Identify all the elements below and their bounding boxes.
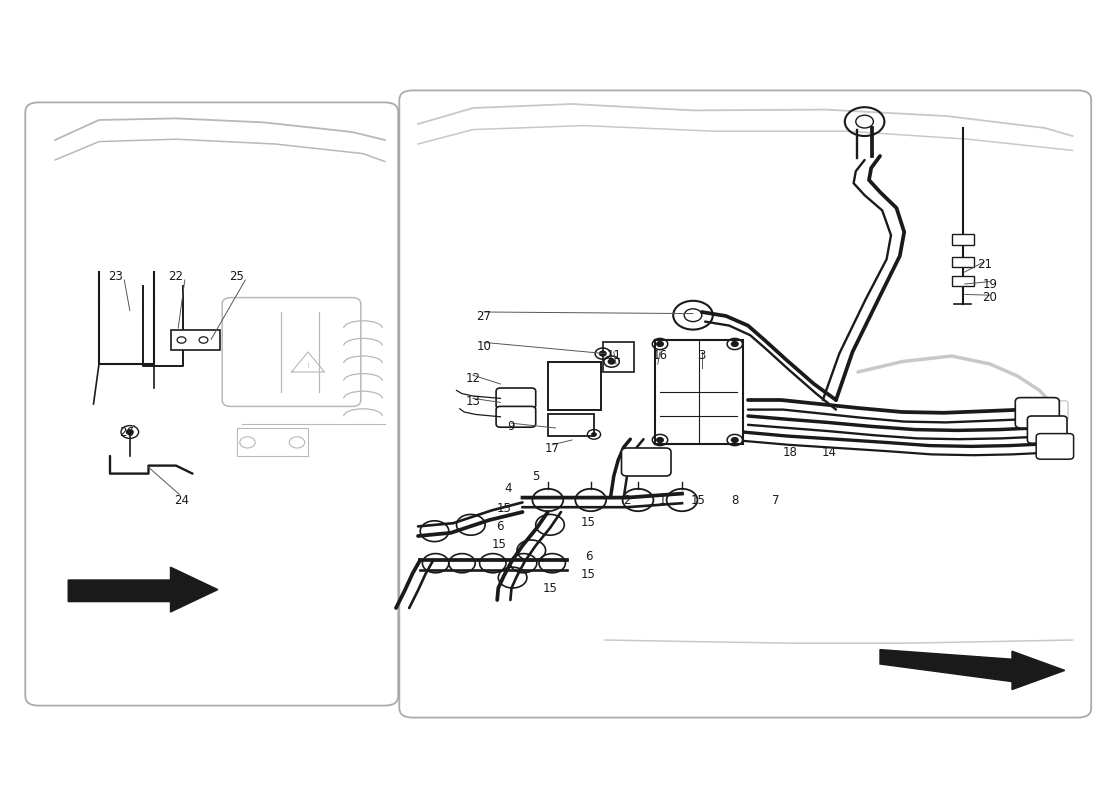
FancyBboxPatch shape [1015,398,1059,428]
Circle shape [592,433,596,436]
Polygon shape [68,567,218,612]
Text: 7: 7 [772,494,779,506]
Text: eurospares: eurospares [592,193,794,223]
Polygon shape [880,650,1065,690]
Text: 3: 3 [698,350,705,362]
Text: 20: 20 [982,291,998,304]
Text: 8: 8 [732,494,738,506]
Bar [236,428,308,456]
Text: 13: 13 [465,395,481,408]
Text: 22: 22 [168,270,184,282]
Text: 24: 24 [174,494,189,506]
Text: 25: 25 [229,270,244,282]
FancyBboxPatch shape [496,388,536,409]
Bar [548,362,601,410]
Text: 19: 19 [982,278,998,290]
Text: 15: 15 [542,582,558,594]
Text: 14: 14 [822,446,837,458]
Text: 17: 17 [544,442,560,454]
Circle shape [732,438,738,442]
Text: 15: 15 [691,494,706,506]
Bar [952,276,974,286]
Text: 11: 11 [606,350,621,362]
Text: 23: 23 [108,270,123,282]
Circle shape [732,342,738,346]
Text: 2: 2 [624,494,630,506]
Circle shape [608,359,615,364]
Bar [603,342,634,372]
Text: eurospares: eurospares [102,529,305,559]
Bar [548,414,594,436]
Text: !: ! [307,362,309,369]
Circle shape [657,342,663,346]
Text: 4: 4 [505,482,512,494]
Text: 1: 1 [659,494,666,506]
Bar [952,257,974,267]
FancyBboxPatch shape [621,448,671,476]
FancyBboxPatch shape [399,90,1091,718]
FancyBboxPatch shape [1036,434,1074,459]
Bar [654,340,743,444]
Text: 21: 21 [977,258,992,270]
Bar [170,330,220,350]
Text: 15: 15 [581,568,596,581]
Text: 9: 9 [508,420,515,433]
Text: 15: 15 [492,538,507,551]
Text: eurospares: eurospares [592,529,794,559]
Text: 16: 16 [652,350,668,362]
Text: 26: 26 [119,426,134,438]
Circle shape [657,438,663,442]
Bar [952,234,974,245]
Text: 6: 6 [585,550,592,562]
Circle shape [600,351,606,356]
Text: 15: 15 [496,502,512,514]
Text: 10: 10 [476,340,492,353]
Circle shape [126,430,133,434]
FancyBboxPatch shape [496,406,536,427]
Text: 12: 12 [465,372,481,385]
Text: 6: 6 [496,520,503,533]
Text: 18: 18 [782,446,797,458]
FancyBboxPatch shape [222,298,361,406]
Text: 5: 5 [532,470,539,483]
Text: 27: 27 [476,310,492,322]
FancyBboxPatch shape [1042,401,1068,420]
Text: eurospares: eurospares [102,193,305,223]
Text: 15: 15 [581,516,596,529]
FancyBboxPatch shape [1027,416,1067,443]
FancyBboxPatch shape [25,102,398,706]
